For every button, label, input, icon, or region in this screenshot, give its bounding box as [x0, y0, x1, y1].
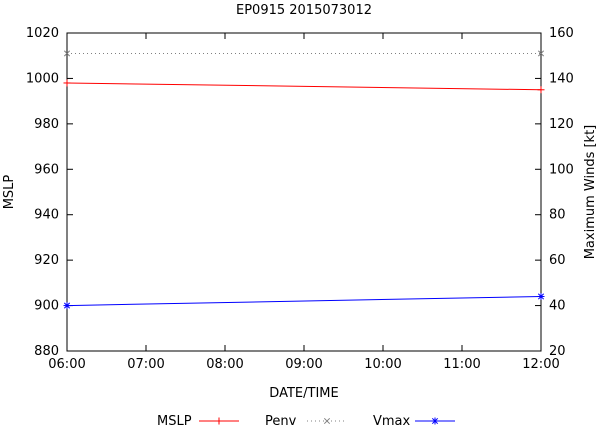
chart-title: EP0915 2015073012 [236, 3, 372, 18]
series-marker-vmax [63, 302, 71, 309]
series-marker-penv [537, 50, 545, 57]
legend-marker-penv [323, 417, 331, 425]
y-left-tick-label: 880 [34, 344, 59, 359]
x-tick-label: 08:00 [206, 357, 243, 372]
x-tick-label: 09:00 [285, 357, 322, 372]
series-marker-vmax [537, 293, 545, 300]
legend-label-mslp: MSLP [157, 414, 192, 429]
y-right-tick-label: 120 [549, 117, 574, 132]
y-left-tick-label: 1020 [26, 26, 59, 41]
legend-label-vmax: Vmax [373, 414, 411, 429]
series-line-vmax [66, 295, 542, 307]
plot-border [66, 32, 542, 352]
legend-label-penv: Penv [265, 414, 297, 429]
legend-marker-vmax [431, 417, 439, 425]
y-left-tick-label: 920 [34, 253, 59, 268]
x-tick-label: 11:00 [443, 357, 480, 372]
x-tick-label: 12:00 [522, 357, 559, 372]
y-axis-label-left: MSLP [2, 175, 17, 210]
y-left-tick-label: 1000 [26, 71, 59, 86]
series-line-mslp [66, 82, 542, 91]
y-left-tick-label: 940 [34, 208, 59, 223]
y-axis-label-right: Maximum Winds [kt] [583, 125, 598, 260]
y-left-tick-label: 980 [34, 117, 59, 132]
series-marker-penv [63, 50, 71, 57]
y-right-tick-label: 160 [549, 26, 574, 41]
y-right-tick-label: 80 [549, 208, 566, 223]
y-right-tick-label: 20 [549, 344, 566, 359]
y-right-tick-label: 140 [549, 71, 574, 86]
y-right-tick-label: 100 [549, 162, 574, 177]
x-tick-label: 10:00 [364, 357, 401, 372]
y-right-tick-label: 40 [549, 299, 566, 314]
y-left-tick-label: 960 [34, 162, 59, 177]
x-tick-label: 07:00 [127, 357, 164, 372]
x-tick-label: 06:00 [48, 357, 85, 372]
y-right-tick-label: 60 [549, 253, 566, 268]
x-axis-label: DATE/TIME [269, 386, 338, 401]
y-left-tick-label: 900 [34, 299, 59, 314]
